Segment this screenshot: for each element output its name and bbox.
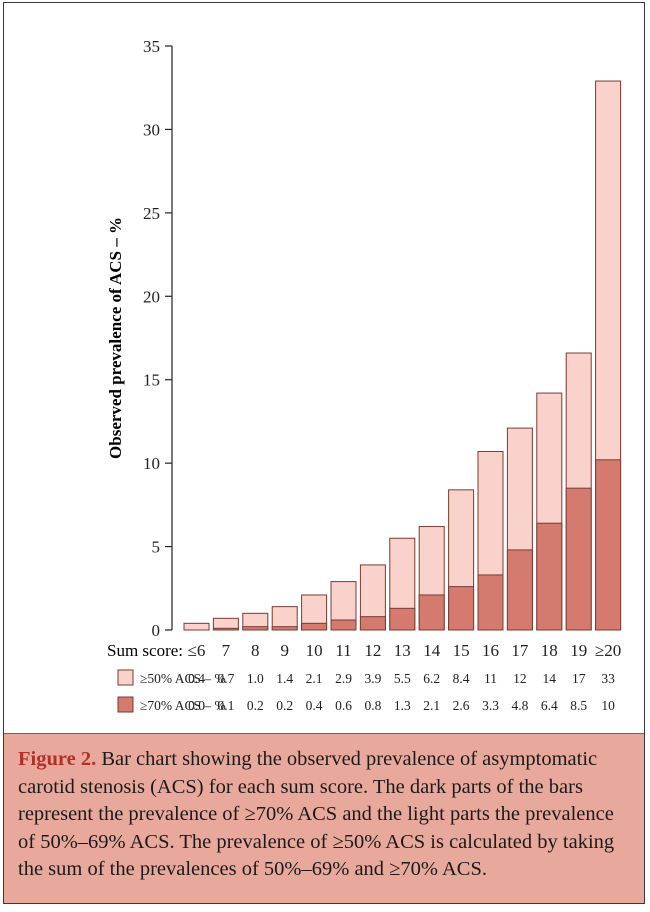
x-tick-label: 16 xyxy=(482,641,499,660)
bar-dark-4 xyxy=(301,622,328,631)
data-label: 2.9 xyxy=(335,671,352,686)
x-tick-label: 19 xyxy=(570,641,587,660)
data-label: 0.2 xyxy=(276,698,293,713)
y-axis-label: Observed prevalence of ACS – % xyxy=(106,217,125,459)
data-label: 3.9 xyxy=(364,671,381,686)
x-tick-label: 18 xyxy=(541,641,558,660)
data-label: 6.4 xyxy=(541,698,558,713)
legend-table: ≥50% ACS – %0.4 0.7 1.0 1.4 2.1 2.9 3.9 5.5 6.2 8… xyxy=(117,669,615,713)
bars xyxy=(183,80,622,631)
data-label: 0.4 xyxy=(188,671,205,686)
data-label: 0.8 xyxy=(364,698,381,713)
legend-label: ≥50% ACS – % xyxy=(140,671,226,686)
bar-dark-13 xyxy=(565,487,592,631)
x-tick-label: ≤6 xyxy=(188,641,206,660)
data-label: 14 xyxy=(543,671,557,686)
legend-label: ≥70% ACS – % xyxy=(140,698,226,713)
y-tick-label: 15 xyxy=(143,371,160,390)
bar-dark-12 xyxy=(536,522,563,631)
bar-dark-8 xyxy=(418,594,445,631)
data-label: 0.1 xyxy=(217,698,234,713)
y-axis: 0 5 10 15 20 25 30 35 xyxy=(143,37,173,640)
data-label: 4.8 xyxy=(511,698,528,713)
data-label: 0.2 xyxy=(247,698,264,713)
data-label: 3.3 xyxy=(482,698,499,713)
data-label: 0.0 xyxy=(188,698,205,713)
x-tick-label: 15 xyxy=(453,641,470,660)
data-label: 2.6 xyxy=(453,698,470,713)
data-label: 6.2 xyxy=(423,671,440,686)
y-tick-label: 35 xyxy=(143,37,160,56)
bar-dark-14 xyxy=(595,459,622,631)
data-label: 2.1 xyxy=(423,698,440,713)
bar-dark-3 xyxy=(271,626,298,631)
bar-dark-11 xyxy=(506,549,533,631)
y-tick-label: 10 xyxy=(143,454,160,473)
x-tick-label: 13 xyxy=(394,641,411,660)
bar-dark-9 xyxy=(448,586,475,631)
data-label: 11 xyxy=(484,671,497,686)
data-label: 12 xyxy=(513,671,527,686)
x-tick-label: 8 xyxy=(251,641,260,660)
bar-dark-10 xyxy=(477,574,504,631)
bar-dark-1 xyxy=(212,627,239,631)
y-tick-label: 30 xyxy=(143,120,160,139)
data-label: 2.1 xyxy=(306,671,323,686)
bar-dark-7 xyxy=(389,607,416,631)
data-label: 0.6 xyxy=(335,698,352,713)
bar-dark-6 xyxy=(359,616,386,631)
x-tick-label: ≥20 xyxy=(595,641,621,660)
y-tick-label: 5 xyxy=(152,538,161,557)
data-label: 8.4 xyxy=(453,671,470,686)
legend-swatch xyxy=(117,696,134,713)
x-tick-label: 14 xyxy=(423,641,441,660)
bar-dark-2 xyxy=(242,626,269,631)
data-label: 33 xyxy=(601,671,615,686)
caption-label: Figure 2. xyxy=(18,748,97,770)
x-tick-label: 12 xyxy=(364,641,381,660)
data-label: 0.4 xyxy=(306,698,323,713)
x-tick-label: 17 xyxy=(511,641,529,660)
figure-frame xyxy=(3,2,645,904)
x-tick-label: 11 xyxy=(335,641,351,660)
bar-total-0 xyxy=(183,622,210,631)
x-tick-labels: ≤6 7 8 9 10 11 12 13 14 15 16 17 18 19 ≥20 xyxy=(188,641,622,660)
sum-score-label: Sum score: xyxy=(107,641,183,660)
caption-text: Bar chart showing the observed prevalenc… xyxy=(18,748,615,880)
x-tick-label: 9 xyxy=(280,641,289,660)
y-tick-label: 25 xyxy=(143,204,160,223)
data-label: 1.4 xyxy=(276,671,293,686)
data-label: 8.5 xyxy=(570,698,587,713)
data-label: 5.5 xyxy=(394,671,411,686)
data-label: 0.7 xyxy=(217,671,234,686)
data-label: 1.0 xyxy=(247,671,264,686)
bar-chart: 0 5 10 15 20 25 30 35 Observed prevalence of AC… xyxy=(106,37,622,713)
data-label: 10 xyxy=(601,698,615,713)
legend-swatch xyxy=(117,669,134,686)
data-label: 1.3 xyxy=(394,698,411,713)
y-tick-label: 0 xyxy=(152,621,161,640)
y-tick-label: 20 xyxy=(143,287,160,306)
figure-caption: Figure 2. Bar chart showing the observed… xyxy=(4,733,644,903)
x-tick-label: 7 xyxy=(222,641,231,660)
bar-dark-5 xyxy=(330,619,357,631)
x-tick-label: 10 xyxy=(306,641,323,660)
data-label: 17 xyxy=(572,671,586,686)
